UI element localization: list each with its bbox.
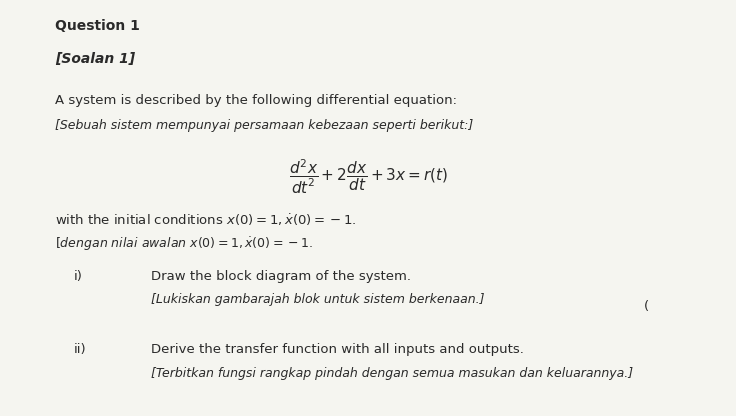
Text: [Sebuah sistem mempunyai persamaan kebezaan seperti berikut:]: [Sebuah sistem mempunyai persamaan kebez… bbox=[55, 119, 473, 131]
Text: [Terbitkan fungsi rangkap pindah dengan semua masukan dan keluarannya.]: [Terbitkan fungsi rangkap pindah dengan … bbox=[151, 367, 633, 380]
Text: (: ( bbox=[644, 300, 649, 312]
Text: Question 1: Question 1 bbox=[55, 19, 140, 33]
Text: Derive the transfer function with all inputs and outputs.: Derive the transfer function with all in… bbox=[151, 343, 524, 356]
Text: with the initial conditions $x(0) = 1, \dot{x}(0) = -1.$: with the initial conditions $x(0) = 1, \… bbox=[55, 212, 357, 228]
Text: i): i) bbox=[74, 270, 82, 283]
Text: A system is described by the following differential equation:: A system is described by the following d… bbox=[55, 94, 457, 106]
Text: Draw the block diagram of the system.: Draw the block diagram of the system. bbox=[151, 270, 411, 283]
Text: ii): ii) bbox=[74, 343, 86, 356]
Text: [Soalan 1]: [Soalan 1] bbox=[55, 52, 135, 66]
Text: $\dfrac{d^2x}{dt^2}+2\dfrac{dx}{dt}+3x = r(t)$: $\dfrac{d^2x}{dt^2}+2\dfrac{dx}{dt}+3x =… bbox=[289, 158, 447, 196]
Text: [Lukiskan gambarajah blok untuk sistem berkenaan.]: [Lukiskan gambarajah blok untuk sistem b… bbox=[151, 293, 484, 306]
Text: $\mathit{[dengan\ nilai\ awalan\ }$$x(0) = 1, \dot{x}(0) = -1.$: $\mathit{[dengan\ nilai\ awalan\ }$$x(0)… bbox=[55, 235, 313, 253]
